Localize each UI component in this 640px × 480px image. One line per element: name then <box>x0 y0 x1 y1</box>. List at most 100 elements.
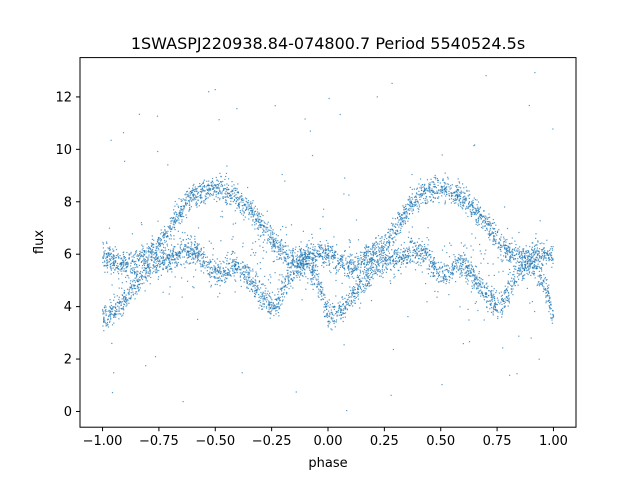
data-point <box>367 275 369 278</box>
data-point <box>234 210 236 212</box>
data-point <box>192 198 194 200</box>
data-point <box>392 260 394 262</box>
data-point <box>327 248 329 250</box>
data-point <box>156 257 158 259</box>
data-point <box>248 204 250 206</box>
data-point <box>435 176 437 178</box>
data-point <box>144 259 146 261</box>
data-point <box>458 205 460 207</box>
data-point <box>255 220 258 222</box>
data-point <box>403 209 405 211</box>
data-point <box>281 246 283 248</box>
data-point <box>404 223 407 225</box>
data-point <box>470 261 472 263</box>
data-point <box>482 215 484 217</box>
data-point <box>263 221 265 223</box>
data-point <box>488 220 490 223</box>
data-point <box>487 217 490 219</box>
data-point <box>356 267 358 269</box>
data-point <box>550 308 552 310</box>
data-point <box>284 180 286 182</box>
data-point <box>273 246 275 248</box>
data-point <box>365 246 367 248</box>
data-point <box>304 268 306 270</box>
data-point <box>302 260 304 262</box>
data-point <box>368 274 370 277</box>
data-point <box>122 294 124 297</box>
data-point <box>349 261 351 263</box>
data-point <box>370 253 372 255</box>
data-point <box>542 248 544 250</box>
data-point <box>215 196 217 198</box>
data-point <box>206 188 208 190</box>
data-point <box>194 196 196 198</box>
data-point <box>383 251 386 253</box>
data-point <box>405 211 407 213</box>
data-point <box>388 256 390 258</box>
data-point <box>390 222 393 224</box>
data-point <box>459 306 461 308</box>
data-point <box>273 260 275 262</box>
data-point <box>415 251 417 253</box>
data-point <box>309 255 311 258</box>
data-point <box>162 263 164 266</box>
data-point <box>180 216 182 218</box>
data-point <box>485 75 487 77</box>
data-point <box>368 268 370 270</box>
data-point <box>296 267 298 269</box>
data-point <box>159 237 162 240</box>
data-point <box>267 311 269 313</box>
data-point <box>262 283 264 285</box>
data-point <box>210 242 212 244</box>
data-point <box>253 281 255 283</box>
data-point <box>114 260 116 263</box>
data-point <box>253 295 256 297</box>
data-point <box>227 192 229 194</box>
data-point <box>413 205 415 208</box>
data-point <box>248 214 250 216</box>
data-point <box>493 296 495 298</box>
data-point <box>236 200 238 202</box>
data-point <box>162 262 164 264</box>
data-point <box>470 215 473 217</box>
data-point <box>317 243 319 245</box>
data-point <box>522 275 524 277</box>
data-point <box>494 306 496 308</box>
data-point <box>145 277 147 279</box>
data-point <box>300 264 303 266</box>
data-point <box>271 306 273 308</box>
data-point <box>261 224 263 226</box>
data-point <box>318 244 320 246</box>
data-point <box>339 309 341 311</box>
data-point <box>238 202 240 205</box>
data-point <box>365 285 367 287</box>
data-point <box>306 256 308 258</box>
data-point <box>357 260 359 262</box>
data-point <box>405 208 407 210</box>
data-point <box>283 256 285 258</box>
data-point <box>420 245 422 247</box>
data-point <box>185 204 187 206</box>
data-point <box>501 245 503 247</box>
data-point <box>110 257 112 259</box>
data-point <box>246 269 248 271</box>
data-point <box>348 194 350 196</box>
data-point <box>268 307 270 309</box>
data-point <box>264 239 266 241</box>
data-point <box>106 323 108 325</box>
data-point <box>319 253 321 255</box>
data-point <box>524 253 526 255</box>
data-point <box>241 273 243 275</box>
data-point <box>255 289 257 291</box>
data-point <box>371 247 373 249</box>
data-point <box>501 313 503 315</box>
data-point <box>183 199 186 201</box>
data-point <box>444 188 446 190</box>
data-point <box>235 197 237 199</box>
data-point <box>125 259 127 261</box>
data-point <box>212 188 214 190</box>
data-point <box>471 213 473 215</box>
data-point <box>120 262 122 264</box>
data-point <box>489 239 491 241</box>
data-point <box>111 310 113 312</box>
